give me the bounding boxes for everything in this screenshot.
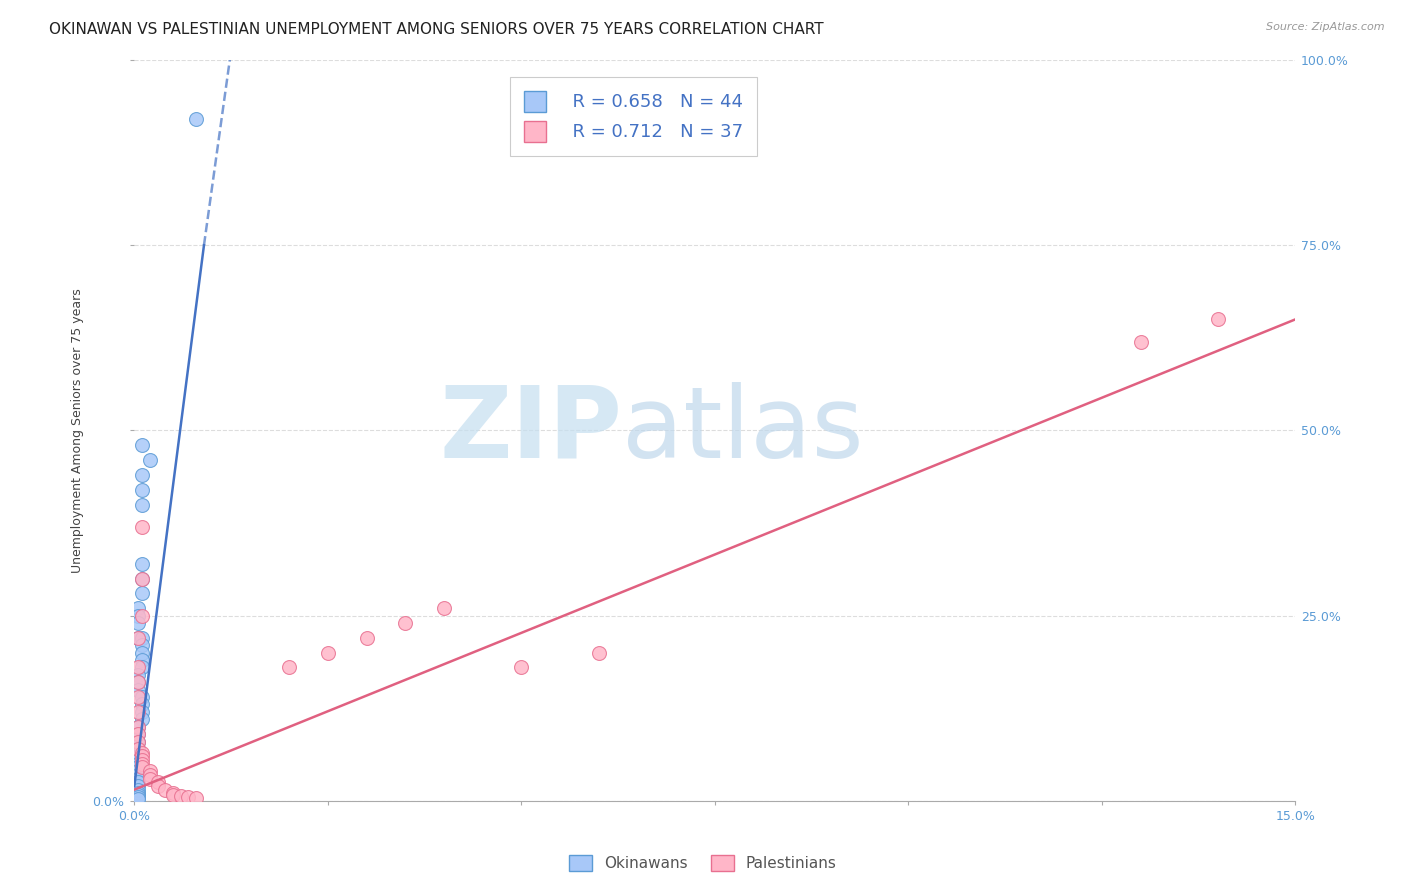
Point bbox=[127, 775, 149, 789]
Point bbox=[127, 782, 149, 797]
Point bbox=[127, 788, 149, 802]
Text: ZIP: ZIP bbox=[439, 382, 621, 479]
Point bbox=[127, 779, 149, 793]
Point bbox=[131, 572, 153, 586]
Legend:   R = 0.658   N = 44,   R = 0.712   N = 37: R = 0.658 N = 44, R = 0.712 N = 37 bbox=[510, 77, 756, 156]
Point bbox=[127, 790, 149, 805]
Point bbox=[127, 791, 149, 805]
Point bbox=[131, 746, 153, 760]
Point bbox=[131, 749, 153, 764]
Point bbox=[139, 453, 162, 467]
Point bbox=[127, 705, 149, 719]
Point bbox=[127, 772, 149, 786]
Text: Source: ZipAtlas.com: Source: ZipAtlas.com bbox=[1267, 22, 1385, 32]
Point bbox=[177, 790, 200, 805]
Point bbox=[131, 660, 153, 674]
Point bbox=[127, 668, 149, 682]
Point bbox=[127, 764, 149, 778]
Point bbox=[127, 608, 149, 623]
Point bbox=[127, 786, 149, 800]
Point bbox=[131, 653, 153, 667]
Point bbox=[131, 705, 153, 719]
Point bbox=[127, 601, 149, 615]
Point bbox=[356, 631, 378, 645]
Point bbox=[131, 438, 153, 452]
Point bbox=[127, 760, 149, 774]
Point bbox=[316, 646, 339, 660]
Text: atlas: atlas bbox=[621, 382, 863, 479]
Y-axis label: Unemployment Among Seniors over 75 years: Unemployment Among Seniors over 75 years bbox=[72, 288, 84, 573]
Point bbox=[433, 601, 456, 615]
Point bbox=[127, 734, 149, 748]
Point bbox=[127, 749, 149, 764]
Point bbox=[131, 638, 153, 652]
Point bbox=[127, 720, 149, 734]
Point bbox=[127, 615, 149, 630]
Point bbox=[127, 768, 149, 782]
Point bbox=[146, 775, 169, 789]
Point bbox=[127, 753, 149, 767]
Point bbox=[278, 660, 301, 674]
Point bbox=[510, 660, 533, 674]
Point bbox=[127, 727, 149, 741]
Point bbox=[131, 646, 153, 660]
Point bbox=[588, 646, 610, 660]
Point bbox=[131, 753, 153, 767]
Point bbox=[186, 112, 208, 127]
Point bbox=[127, 631, 149, 645]
Point bbox=[131, 498, 153, 512]
Point bbox=[131, 712, 153, 726]
Point bbox=[131, 756, 153, 771]
Text: OKINAWAN VS PALESTINIAN UNEMPLOYMENT AMONG SENIORS OVER 75 YEARS CORRELATION CHA: OKINAWAN VS PALESTINIAN UNEMPLOYMENT AMO… bbox=[49, 22, 824, 37]
Point bbox=[394, 615, 416, 630]
Point bbox=[127, 742, 149, 756]
Point bbox=[139, 764, 162, 778]
Point bbox=[127, 675, 149, 690]
Point bbox=[1206, 312, 1229, 326]
Point bbox=[139, 768, 162, 782]
Point bbox=[131, 467, 153, 482]
Point bbox=[186, 790, 208, 805]
Point bbox=[1129, 334, 1152, 349]
Point bbox=[127, 742, 149, 756]
Point bbox=[162, 786, 184, 800]
Point bbox=[146, 779, 169, 793]
Point bbox=[127, 660, 149, 674]
Point bbox=[127, 720, 149, 734]
Point bbox=[131, 483, 153, 497]
Point bbox=[155, 782, 177, 797]
Point bbox=[127, 727, 149, 741]
Point bbox=[131, 760, 153, 774]
Point bbox=[139, 772, 162, 786]
Point bbox=[127, 690, 149, 704]
Point bbox=[131, 608, 153, 623]
Point bbox=[127, 734, 149, 748]
Point bbox=[127, 675, 149, 690]
Point bbox=[127, 631, 149, 645]
Point bbox=[131, 586, 153, 600]
Point bbox=[162, 788, 184, 802]
Point bbox=[131, 520, 153, 534]
Legend: Okinawans, Palestinians: Okinawans, Palestinians bbox=[562, 849, 844, 877]
Point bbox=[131, 631, 153, 645]
Point bbox=[131, 557, 153, 571]
Point bbox=[131, 698, 153, 712]
Point bbox=[131, 572, 153, 586]
Point bbox=[127, 756, 149, 771]
Point bbox=[127, 682, 149, 697]
Point bbox=[127, 746, 149, 760]
Point bbox=[131, 690, 153, 704]
Point bbox=[170, 789, 193, 804]
